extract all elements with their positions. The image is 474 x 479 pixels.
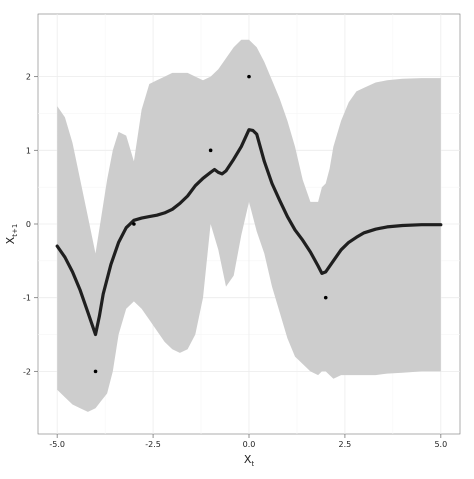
x-tick-label: 5.0 xyxy=(434,440,447,449)
y-tick-label: -1 xyxy=(23,294,31,303)
fit-line xyxy=(55,128,443,337)
data-point xyxy=(132,222,136,226)
data-point xyxy=(93,369,98,374)
y-axis: -2 -1 0 1 2 xyxy=(23,73,38,376)
y-tick-label: 2 xyxy=(26,73,31,82)
confidence-band-area xyxy=(57,39,441,412)
x-axis-title: Xt xyxy=(244,453,255,468)
data-points xyxy=(93,74,328,374)
data-point xyxy=(323,295,328,300)
y-tick-label: 1 xyxy=(26,146,31,155)
x-axis-title-main: X xyxy=(244,453,252,466)
x-tick-label: -5.0 xyxy=(49,440,65,449)
x-tick-label: -2.5 xyxy=(145,440,161,449)
data-point xyxy=(247,74,251,79)
x-axis: -5.0 -2.5 0.0 2.5 5.0 xyxy=(49,434,447,449)
y-axis-title-sub: t+1 xyxy=(11,224,19,237)
x-axis-title-sub: t xyxy=(251,460,254,468)
x-tick-label: 0.0 xyxy=(243,440,256,449)
y-axis-title: Xt+1 xyxy=(4,224,19,245)
y-tick-label: 0 xyxy=(26,220,31,229)
x-tick-label: 2.5 xyxy=(339,440,352,449)
fit-line-path xyxy=(55,128,443,337)
y-axis-title-main: X xyxy=(4,236,17,244)
data-point xyxy=(208,148,213,153)
y-tick-label: -2 xyxy=(23,367,31,376)
confidence-band xyxy=(57,39,441,412)
